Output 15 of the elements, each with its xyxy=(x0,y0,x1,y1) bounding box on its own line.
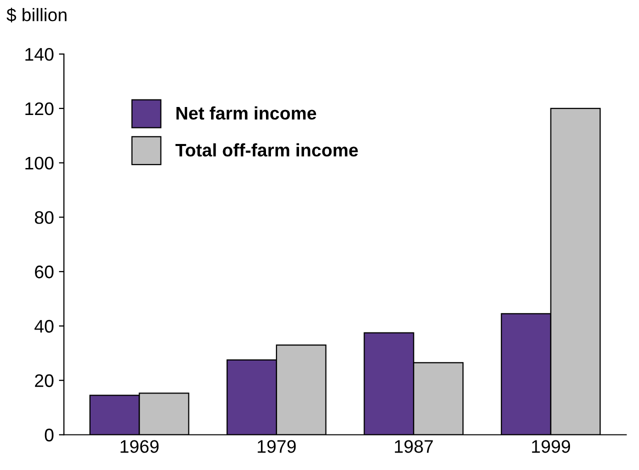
legend-label: Net farm income xyxy=(176,106,316,120)
x-tick-label: 1979 xyxy=(258,440,296,453)
y-tick-label: 140 xyxy=(25,48,54,61)
y-tick-label: 0 xyxy=(44,428,54,442)
y-tick-label: 20 xyxy=(35,374,54,388)
y-tick-label: 120 xyxy=(25,102,54,116)
y-tick-label: 100 xyxy=(25,156,54,170)
x-tick-label: 1969 xyxy=(120,440,159,453)
y-tick-label: 60 xyxy=(35,266,54,278)
x-tick-label: 1999 xyxy=(532,440,570,453)
legend-label: Total off-farm income xyxy=(175,143,358,157)
y-tick-label: 40 xyxy=(34,320,54,333)
y-tick-label: 80 xyxy=(34,211,54,224)
x-tick-label: 1987 xyxy=(394,440,433,453)
y-axis-title: $ billion xyxy=(6,8,66,22)
